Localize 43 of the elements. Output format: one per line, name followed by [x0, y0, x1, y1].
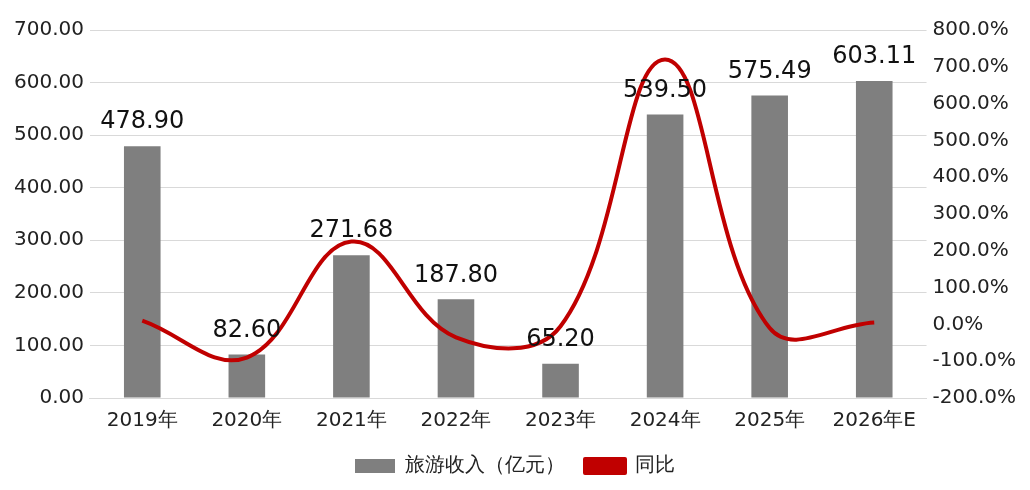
y-tick-label: 300.00	[14, 226, 84, 251]
y2-tick-label: 200.0%	[932, 237, 1009, 261]
x-tick-label: 2024年	[629, 407, 701, 432]
bar	[855, 80, 893, 398]
y-tick-label: 700.00	[14, 16, 84, 41]
y-tick-label: 200.00	[14, 279, 84, 304]
y2-tick-label: 400.0%	[932, 163, 1009, 188]
bar	[437, 299, 475, 398]
data-label: 575.49	[727, 55, 812, 84]
y-tick-label: 100.00	[14, 331, 84, 356]
y2-tick-label: -200.0%	[932, 384, 1017, 409]
x-tick-label: 2021年	[315, 407, 387, 432]
y-tick-label: 400.00	[14, 173, 84, 198]
legend-label: 旅游收入（亿元）	[405, 452, 565, 477]
y-tick-label: 0.00	[39, 384, 84, 409]
x-tick-label: 2020年	[211, 407, 283, 432]
bar	[123, 146, 161, 398]
bar	[646, 114, 684, 398]
data-label: 603.11	[832, 41, 917, 70]
x-tick-label: 2023年	[525, 407, 596, 432]
bar	[542, 363, 579, 398]
y2-tick-label: 800.0%	[932, 16, 1009, 41]
y2-tick-label: 300.0%	[932, 200, 1009, 225]
data-label: 478.90	[100, 106, 185, 135]
x-tick-label: 2026年E	[832, 407, 917, 432]
data-label: 271.68	[309, 215, 394, 244]
y2-tick-label: 100.0%	[932, 273, 1009, 298]
bar	[228, 354, 266, 398]
y-tick-label: 500.00	[14, 121, 84, 146]
x-tick-label: 2025年	[734, 407, 806, 432]
bar	[333, 255, 370, 398]
x-tick-label: 2022年	[420, 407, 492, 432]
x-tick-label: 2019年	[106, 407, 178, 432]
y2-tick-label: 0.0%	[932, 310, 984, 335]
legend-label: 同比	[635, 452, 675, 477]
data-label: 187.80	[413, 259, 498, 288]
y2-tick-label: -100.0%	[932, 347, 1017, 372]
y2-tick-label: 700.0%	[932, 53, 1009, 77]
y2-tick-label: 500.0%	[932, 126, 1009, 151]
y-tick-label: 600.00	[14, 68, 84, 93]
bar	[751, 95, 788, 398]
y2-tick-label: 600.0%	[932, 89, 1009, 114]
data-label: 82.60	[212, 314, 282, 343]
